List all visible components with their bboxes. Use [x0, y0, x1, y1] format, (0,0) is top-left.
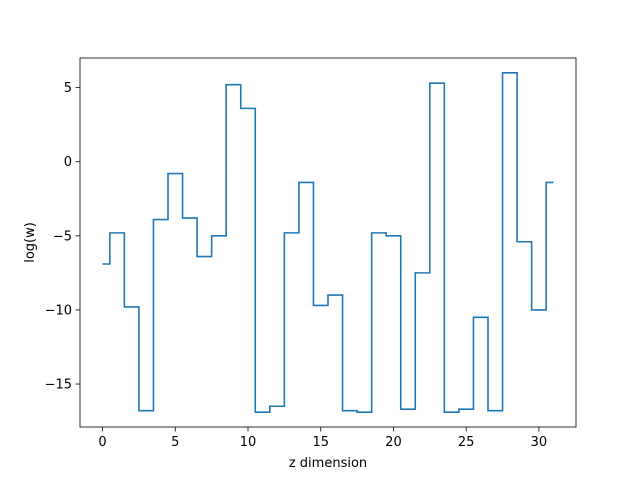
- y-tick-label: 0: [64, 155, 72, 170]
- x-axis-label: z dimension: [289, 456, 367, 471]
- x-tick-label: 20: [385, 435, 402, 450]
- x-tick-label: 0: [98, 435, 106, 450]
- x-ticks: 0 5 10 15 20 25 30: [98, 427, 547, 450]
- x-tick-label: 30: [531, 435, 548, 450]
- x-tick-label: 25: [458, 435, 475, 450]
- y-ticks: −15 −10 −5 0 5: [45, 81, 80, 393]
- y-tick-label: −5: [53, 229, 72, 244]
- x-tick-label: 5: [171, 435, 179, 450]
- x-tick-label: 15: [312, 435, 329, 450]
- plot-layer: [102, 72, 554, 413]
- x-tick-label: 10: [240, 435, 257, 450]
- y-tick-label: 5: [64, 81, 72, 96]
- axes-frame: [79, 57, 577, 428]
- y-tick-label: −15: [45, 378, 72, 393]
- y-axis-label: log(w): [23, 222, 38, 263]
- series-line-0: [102, 72, 554, 413]
- y-tick-label: −10: [45, 303, 72, 318]
